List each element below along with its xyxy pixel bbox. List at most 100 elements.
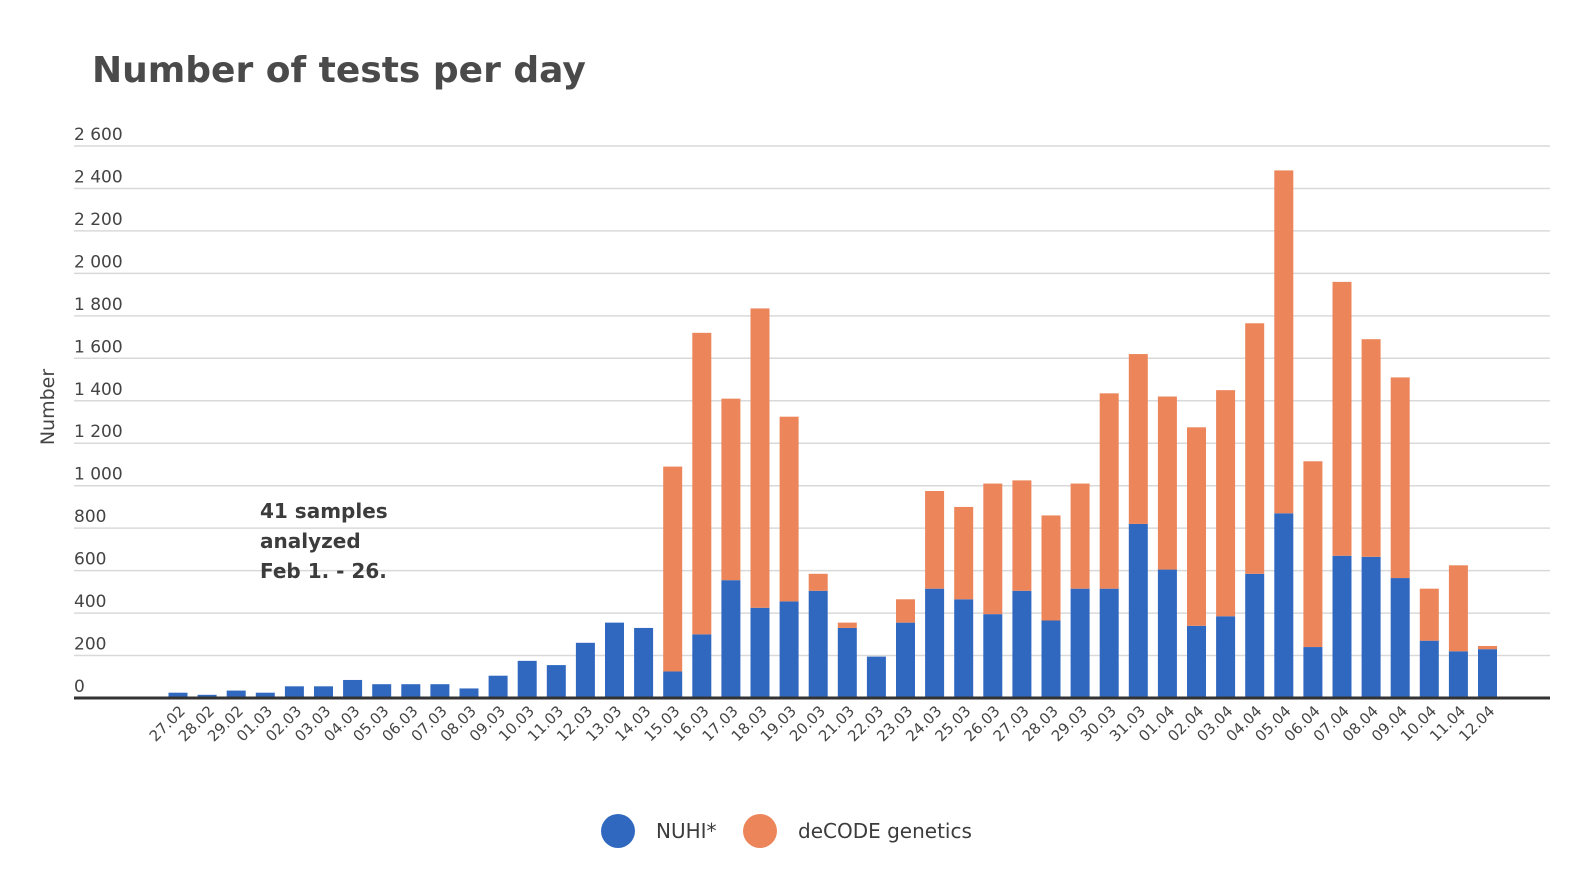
y-tick-label: 2 400 [74,167,123,187]
y-tick-label: 2 600 [74,125,123,145]
bar-decode [663,466,683,672]
gridlines [74,145,1550,657]
bar-nuhi [1361,556,1381,698]
bar-decode [1448,565,1468,652]
y-tick-label: 600 [74,550,106,570]
bar-decode [1128,354,1148,524]
legend-label-decode: deCODE genetics [798,819,972,843]
bar-nuhi [1041,620,1061,698]
bar-nuhi [314,686,333,698]
y-axis-label: Number [37,369,59,446]
bar-nuhi [634,627,654,698]
bar-nuhi [605,622,624,698]
bar-nuhi [1070,588,1090,698]
y-tick-label: 2 000 [74,252,123,272]
bar-nuhi [896,622,915,698]
annotation-line-1: 41 samples [260,499,388,523]
bar-decode [1041,515,1061,621]
bar-nuhi [866,656,886,698]
y-tick-label: 1 600 [74,337,123,357]
bar-nuhi [255,692,275,698]
y-tick-label: 0 [74,677,85,697]
bar-decode [1419,588,1439,641]
bar-decode [750,308,770,608]
bar-decode [925,491,945,589]
bar-nuhi [721,580,741,698]
legend-label-nuhi: NUHI* [656,819,717,843]
annotation-line-2: analyzed [260,529,361,553]
bar-nuhi [517,660,537,698]
legend-item-nuhi[interactable]: NUHI* [601,814,717,848]
bar-nuhi [1419,640,1439,698]
annotation: 41 samples analyzed Feb 1. - 26. [260,499,388,583]
bar-nuhi [1099,588,1119,698]
bar-decode [1187,427,1206,626]
bar-nuhi [1012,590,1032,698]
bar-nuhi [692,634,712,698]
bar-nuhi [750,607,770,698]
y-tick-label: 1 400 [74,380,123,400]
bar-nuhi [983,614,1003,698]
y-tick-label: 2 200 [74,210,123,230]
bar-nuhi [343,679,363,698]
bar-nuhi [1390,578,1410,698]
bar-decode [837,622,857,628]
bar-nuhi [779,601,799,698]
bar-nuhi [226,690,246,698]
bar-nuhi [1128,523,1148,698]
bar-nuhi [430,684,450,698]
bar-nuhi [1448,651,1468,698]
bar-decode [1070,483,1090,589]
bar-decode [1012,480,1032,591]
bar-nuhi [401,684,421,698]
bar-nuhi [1157,569,1177,698]
y-tick-label: 1 000 [74,465,123,485]
bar-nuhi [837,627,857,698]
bar-decode [1245,323,1265,574]
bar-decode [721,398,741,581]
bars [168,170,1497,698]
bar-nuhi [197,694,217,698]
bar-nuhi [1245,573,1265,698]
bar-nuhi [1332,555,1352,698]
x-axis-ticks: 27.0228.0229.0201.0302.0303.0304.0305.03… [146,702,1499,745]
bar-nuhi [1187,625,1206,698]
bar-nuhi [1274,513,1294,698]
y-tick-label: 400 [74,592,106,612]
bar-nuhi [459,688,479,698]
y-tick-label: 1 200 [74,422,123,442]
bar-nuhi [546,665,566,698]
legend-swatch-nuhi [601,814,635,848]
chart-title: Number of tests per day [92,50,586,91]
bar-nuhi [1216,616,1236,698]
legend: NUHI* deCODE genetics [601,814,972,848]
bar-nuhi [954,599,974,698]
y-tick-label: 1 800 [74,295,123,315]
bar-nuhi [575,642,595,698]
y-tick-label: 200 [74,635,106,655]
bar-nuhi [1303,647,1323,698]
bar-nuhi [808,590,828,698]
bar-decode [1274,170,1294,514]
bar-decode [983,483,1003,615]
annotation-line-3: Feb 1. - 26. [260,559,387,583]
bar-decode [692,332,712,635]
bar-decode [1303,461,1323,648]
legend-item-decode[interactable]: deCODE genetics [743,814,972,848]
bar-decode [954,506,974,600]
bar-nuhi [372,684,392,698]
bar-decode [779,416,799,602]
bar-decode [896,599,915,623]
bar-decode [808,573,828,591]
bar-nuhi [925,588,945,698]
bar-decode [1361,339,1381,557]
bar-nuhi [488,675,508,698]
legend-swatch-decode [743,814,777,848]
bar-decode [1390,377,1410,579]
bar-decode [1478,645,1497,650]
y-tick-label: 800 [74,507,106,527]
bar-decode [1157,396,1177,570]
y-axis-ticks: 0 200 400 600 800 1 000 1 200 1 400 1 600 1 800 2 … [74,125,123,697]
